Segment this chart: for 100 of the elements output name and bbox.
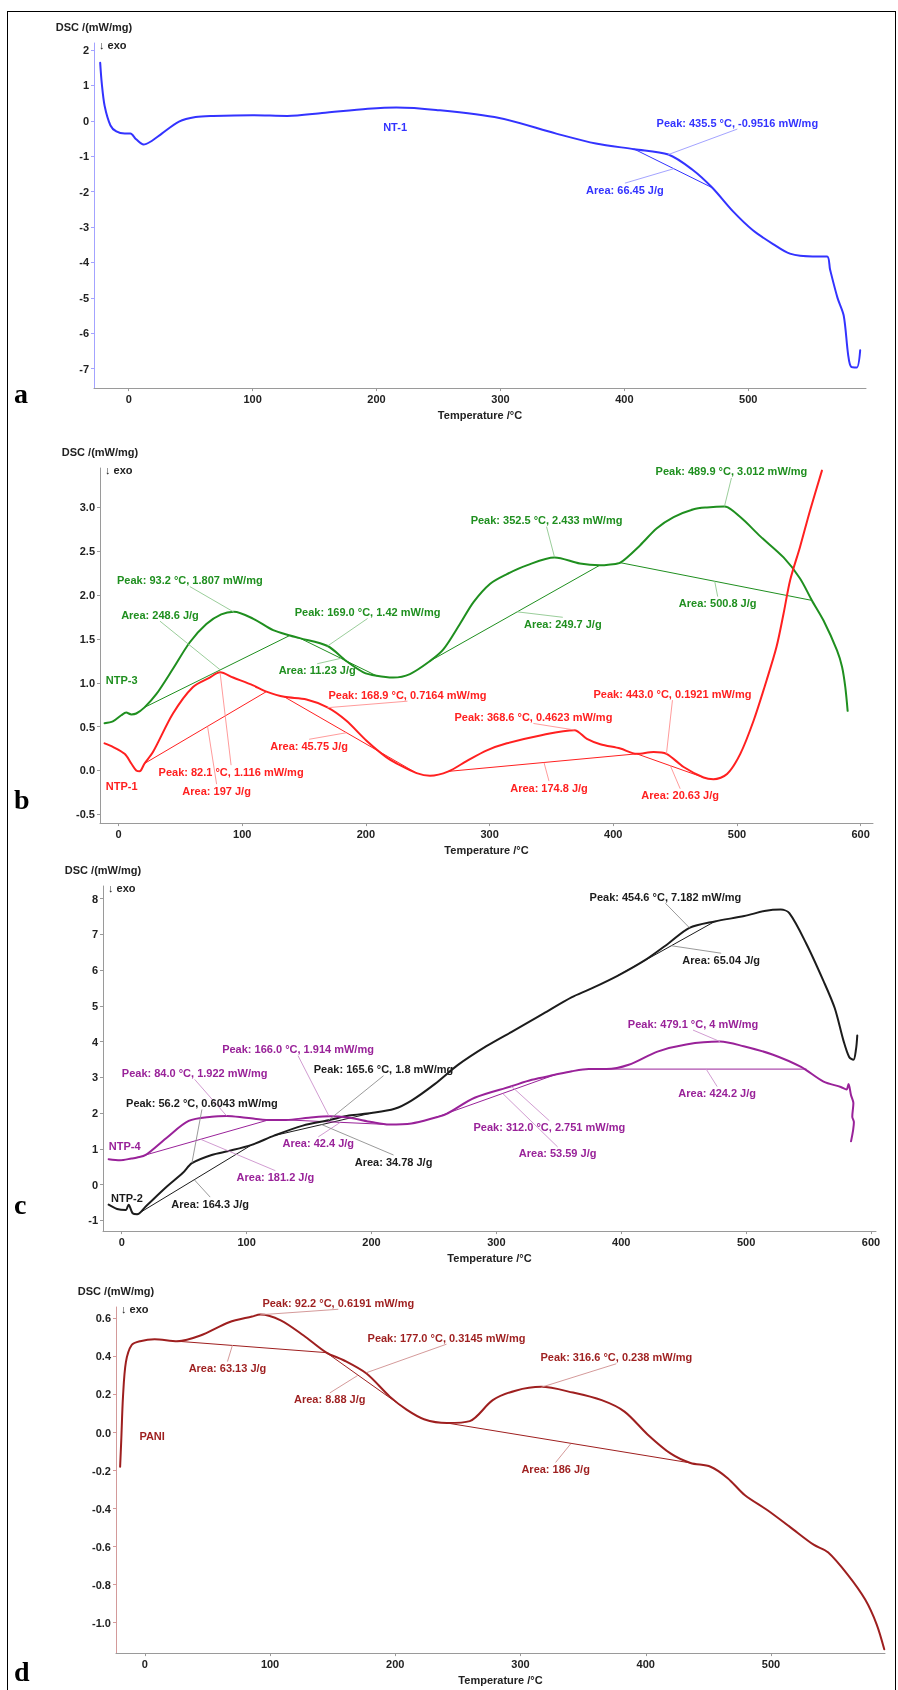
annotation: Area: 8.88 J/g	[293, 1393, 366, 1406]
annotation: Peak: 352.5 °C, 2.433 mW/mg	[470, 514, 623, 527]
x-axis-title: Temperature /°C	[437, 408, 523, 421]
annotation: Area: 174.8 J/g	[510, 781, 588, 794]
annotation: Area: 11.23 J/g	[278, 664, 356, 677]
x-tick-label: 200	[386, 1657, 405, 1670]
annotation: Area: 65.04 J/g	[682, 953, 761, 966]
y-tick-label: 2.5	[79, 545, 95, 558]
annotation: Peak: 168.9 °C, 0.7164 mW/mg	[328, 688, 487, 701]
annotation: Area: 20.63 J/g	[641, 789, 719, 802]
y-tick-label: 4	[91, 1035, 99, 1048]
annotation: Peak: 166.0 °C, 1.914 mW/mg	[222, 1043, 374, 1056]
y-tick-label: 0.0	[95, 1426, 111, 1439]
annotation: Area: 248.6 J/g	[121, 608, 199, 621]
annotation: Peak: 82.1 °C, 1.116 mW/mg	[158, 765, 304, 778]
annotation: Peak: 443.0 °C, 0.1921 mW/mg	[593, 687, 752, 700]
x-tick-label: 0	[118, 1235, 125, 1248]
x-tick-label: 300	[511, 1657, 530, 1670]
annotation: ↓ exo	[108, 882, 136, 894]
y-tick-label: 0	[91, 1178, 98, 1191]
x-tick-label: 200	[367, 392, 386, 405]
y-tick-label: 1.0	[79, 676, 95, 689]
y-tick-label: 3	[91, 1071, 98, 1084]
annotation: Peak: 479.1 °C, 4 mW/mg	[627, 1017, 759, 1030]
annotation: Peak: 177.0 °C, 0.3145 mW/mg	[367, 1331, 526, 1344]
y-tick-label: 0.0	[79, 764, 95, 777]
x-tick-label: 600	[851, 827, 870, 840]
annotation: Area: 66.45 J/g	[586, 183, 664, 196]
x-axis-title: Temperature /°C	[458, 1673, 543, 1686]
y-tick-label: -1	[79, 150, 89, 163]
x-tick-label: 500	[761, 1657, 781, 1670]
x-tick-label: 400	[612, 1235, 631, 1248]
annotation: Peak: 84.0 °C, 1.922 mW/mg	[121, 1066, 268, 1079]
y-tick-label: -2	[79, 185, 89, 198]
text: a	[14, 377, 28, 409]
annotation: ↓ exo	[99, 39, 127, 51]
annotation: Peak: 56.2 °C, 0.6043 mW/mg	[126, 1097, 278, 1109]
series-label: NTP-4	[108, 1140, 142, 1153]
annotation: Peak: 169.0 °C, 1.42 mW/mg	[294, 605, 441, 618]
x-tick-label: 0	[115, 827, 122, 840]
annotation: Peak: 435.5 °C, -0.9516 mW/mg	[656, 116, 819, 129]
x-tick-label: 300	[487, 1235, 506, 1248]
y-tick-label: 7	[91, 928, 98, 941]
x-tick-label: 500	[739, 392, 758, 405]
annotation: Peak: 92.2 °C, 0.6191 mW/mg	[262, 1296, 415, 1309]
y-tick-label: 3.0	[79, 501, 95, 514]
annotation: Area: 42.4 J/g	[282, 1137, 355, 1150]
series-label: NT-1	[383, 121, 407, 134]
annotation: Area: 34.78 J/g	[354, 1155, 433, 1168]
y-tick-label: 6	[91, 964, 98, 977]
text: c	[14, 1188, 27, 1220]
annotation: Area: 45.75 J/g	[270, 739, 348, 752]
y-tick-label: -0.2	[92, 1464, 111, 1477]
y-tick-label: -4	[79, 256, 90, 269]
annotation: Area: 424.2 J/g	[678, 1087, 756, 1100]
y-tick-label: -0.8	[92, 1578, 111, 1591]
annotation: Area: 186 J/g	[521, 1462, 590, 1475]
y-tick-label: -0.5	[76, 808, 95, 821]
annotation: Area: 53.59 J/g	[518, 1147, 597, 1160]
x-tick-label: 500	[727, 827, 747, 840]
annotation: Peak: 165.6 °C, 1.8 mW/mg	[313, 1063, 454, 1076]
annotation: Area: 164.3 J/g	[171, 1197, 249, 1210]
annotation: Area: 500.8 J/g	[678, 597, 757, 610]
y-tick-label: 1	[82, 79, 89, 92]
y-tick-label: 0.2	[95, 1388, 111, 1401]
annotation: Area: 63.13 J/g	[188, 1362, 267, 1375]
y-tick-label: 2	[82, 44, 89, 57]
annotation: Area: 197 J/g	[182, 784, 251, 797]
x-tick-label: 400	[615, 392, 634, 405]
annotation: Area: 249.7 J/g	[523, 617, 602, 630]
annotation: ↓ exo	[105, 464, 133, 476]
x-tick-label: 500	[736, 1235, 756, 1248]
x-tick-label: 0	[125, 392, 132, 405]
y-tick-label: 5	[91, 999, 98, 1012]
x-tick-label: 600	[861, 1235, 881, 1248]
x-tick-label: 400	[604, 827, 623, 840]
y-tick-label: 0.5	[79, 720, 95, 733]
y-tick-label: 0	[82, 114, 89, 127]
y-axis-title: DSC /(mW/mg)	[55, 20, 133, 33]
y-tick-label: 1	[91, 1142, 98, 1155]
annotation: Peak: 368.6 °C, 0.4623 mW/mg	[454, 710, 613, 723]
y-tick-label: -3	[79, 221, 89, 234]
x-tick-label: 100	[260, 1657, 280, 1670]
y-tick-label: -1	[88, 1214, 98, 1227]
text: d	[14, 1655, 30, 1687]
x-axis-title: Temperature /°C	[447, 1251, 532, 1264]
y-tick-label: -6	[79, 327, 89, 340]
series-label: NTP-1	[105, 779, 138, 792]
annotation: ↓ exo	[121, 1303, 149, 1315]
annotation: Peak: 312.0 °C, 2.751 mW/mg	[473, 1121, 626, 1134]
text: b	[14, 783, 30, 815]
y-tick-label: -0.6	[92, 1540, 111, 1553]
x-tick-label: 300	[480, 827, 499, 840]
x-tick-label: 200	[362, 1235, 381, 1248]
series-label: NTP-3	[105, 674, 138, 687]
y-tick-label: 2.0	[79, 589, 95, 602]
y-tick-label: 0.6	[95, 1312, 111, 1325]
series-label: PANI	[139, 1429, 165, 1442]
x-tick-label: 300	[491, 392, 510, 405]
y-tick-label: 8	[91, 892, 98, 905]
